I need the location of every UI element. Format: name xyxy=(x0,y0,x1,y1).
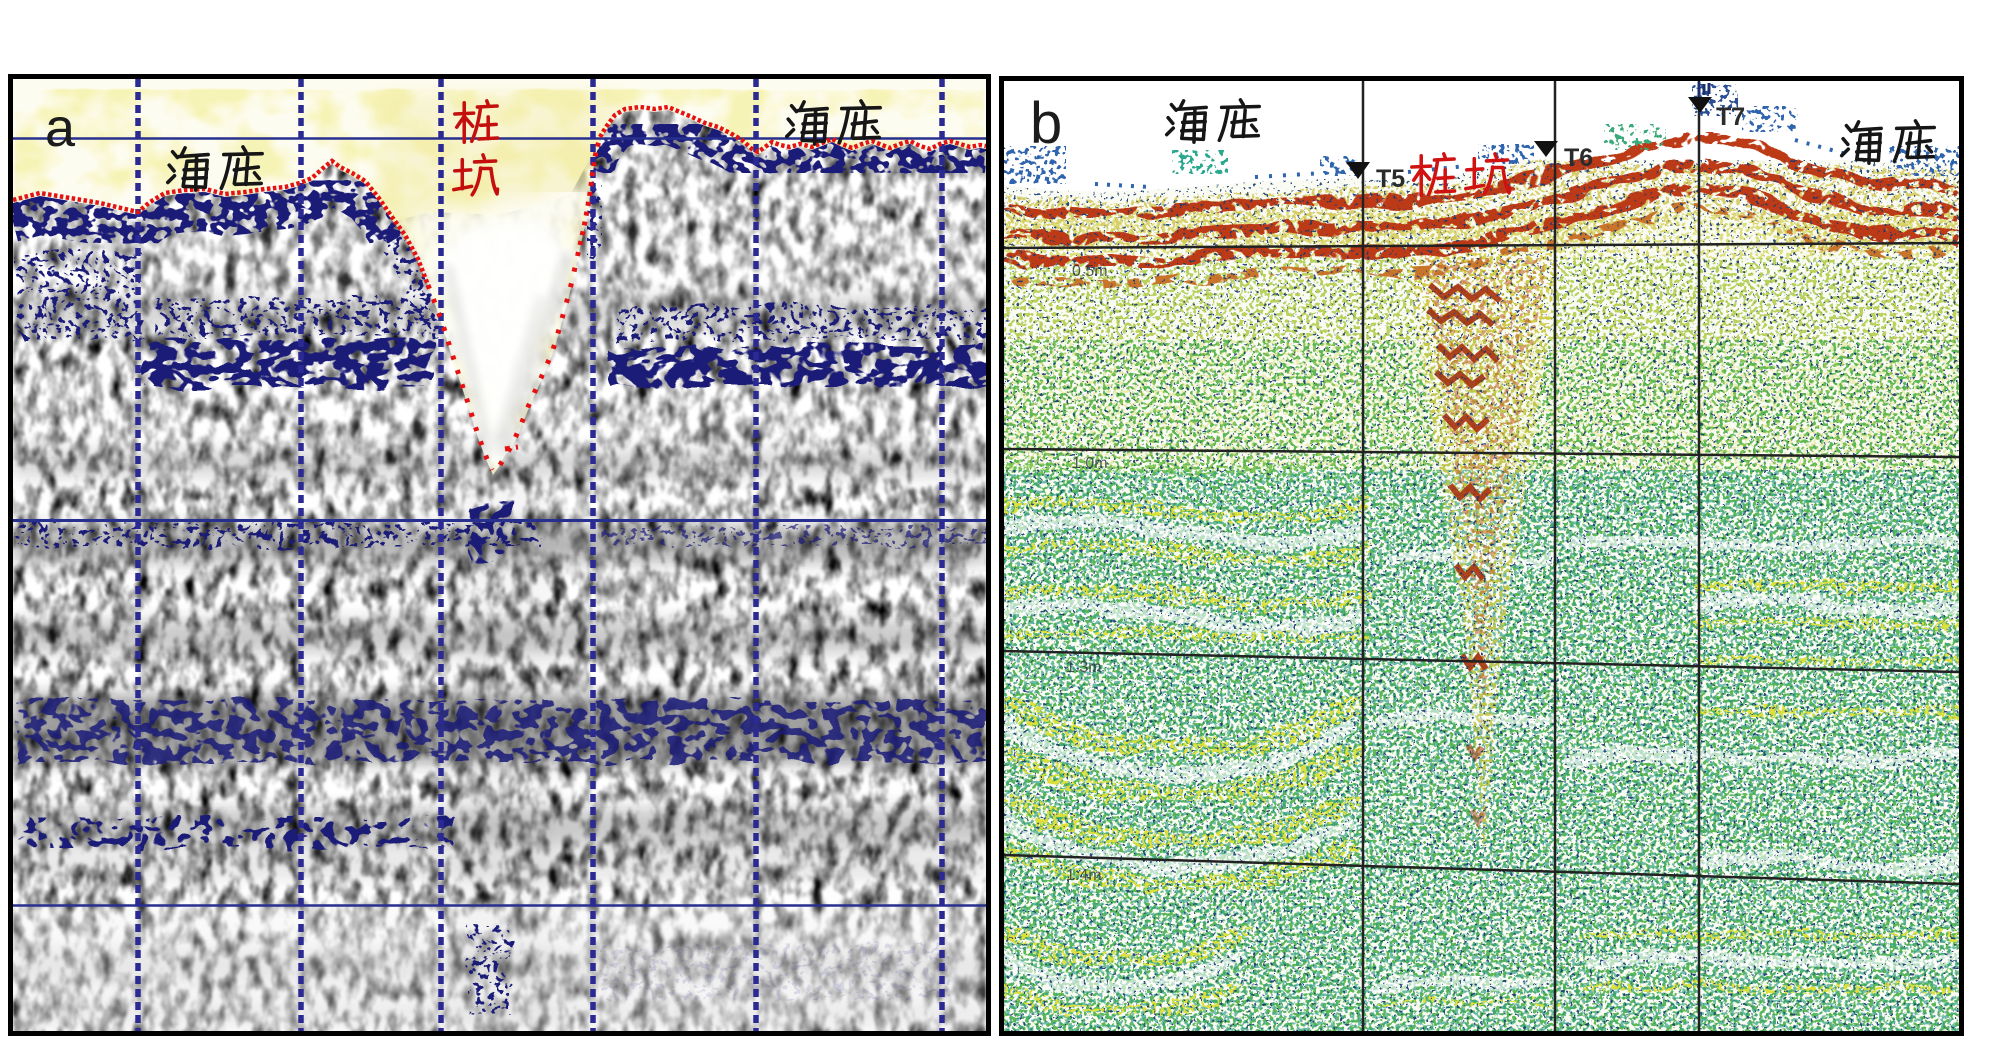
svg-text:T7: T7 xyxy=(1716,103,1745,131)
svg-text:T5: T5 xyxy=(1376,165,1405,193)
svg-text:T6: T6 xyxy=(1564,144,1593,172)
svg-text:0.5m: 0.5m xyxy=(1072,263,1108,280)
svg-text:b: b xyxy=(1030,91,1062,156)
svg-text:1.4m: 1.4m xyxy=(1066,867,1102,884)
svg-text:a: a xyxy=(45,98,76,158)
svg-text:1.3m: 1.3m xyxy=(1066,659,1102,676)
svg-text:1.0m: 1.0m xyxy=(1072,455,1108,472)
